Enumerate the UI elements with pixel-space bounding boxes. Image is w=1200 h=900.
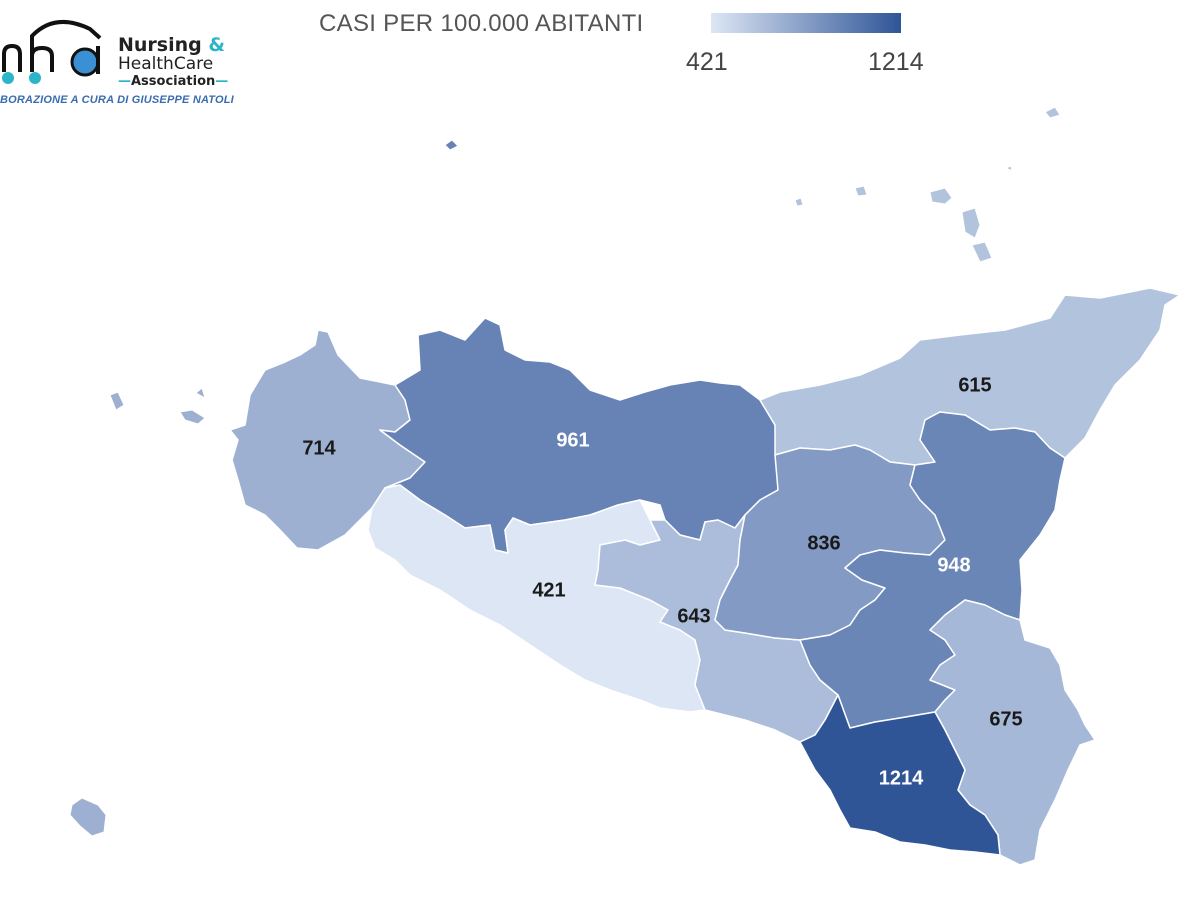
- province-siracusa: [929, 599, 1096, 866]
- label-enna: 836: [807, 532, 840, 554]
- island-marettimo: [195, 387, 206, 400]
- island-favignana: [109, 391, 125, 411]
- label-ragusa: 1214: [879, 767, 924, 789]
- legend-title: CASI PER 100.000 ABITANTI: [319, 10, 644, 37]
- island-vulcano: [971, 241, 993, 263]
- label-agrigento: 421: [532, 579, 565, 601]
- label-siracusa: 675: [989, 708, 1022, 730]
- credit-text: BORAZIONE A CURA DI GIUSEPPE NATOLI: [0, 94, 234, 106]
- province-regions: [229, 287, 1181, 866]
- island-lipari: [961, 207, 981, 239]
- logo-line2: HealthCare: [118, 53, 214, 74]
- nha-logo: Nursing & HealthCare —Association—: [0, 14, 250, 114]
- legend-color-bar: [711, 13, 901, 33]
- label-caltanissetta: 643: [677, 605, 710, 627]
- island-panarea: [929, 187, 953, 205]
- label-catania: 948: [937, 554, 970, 576]
- island-levanzo: [179, 409, 206, 425]
- province-value-labels: 714 961 615 421 643 836 948 675 1214: [302, 374, 1022, 789]
- province-ragusa: [799, 694, 1001, 856]
- logo-wordmark: Nursing & HealthCare —Association—: [118, 34, 229, 89]
- logo-ampersand: &: [208, 34, 225, 56]
- label-trapani: 714: [302, 437, 336, 459]
- island-pantelleria: [69, 797, 107, 837]
- island-filicudi: [794, 197, 804, 207]
- logo-line3: Association: [131, 73, 216, 89]
- label-messina: 615: [958, 374, 991, 396]
- label-palermo: 961: [556, 429, 589, 451]
- island-salina: [854, 185, 868, 197]
- island-ustica: [444, 139, 459, 151]
- island-stromboli: [1044, 106, 1061, 119]
- island-alicudi: [1004, 165, 1013, 172]
- legend-max-label: 1214: [868, 48, 924, 76]
- logo-dash-right: —: [215, 73, 229, 89]
- nha-logo-mark: [2, 19, 102, 84]
- logo-dash-left: —: [118, 73, 131, 89]
- legend-min-label: 421: [686, 48, 728, 76]
- logo-line1: Nursing: [118, 34, 202, 56]
